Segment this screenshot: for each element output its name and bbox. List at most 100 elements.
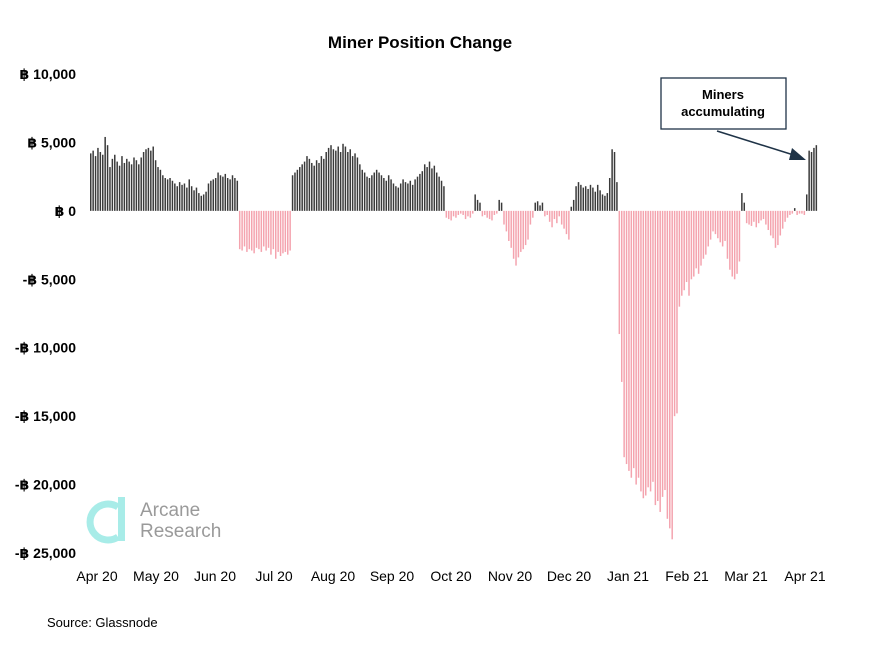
bar [327, 147, 330, 211]
bar [611, 149, 613, 211]
bar [741, 193, 743, 211]
bar [496, 210, 498, 214]
x-tick-label: Jan 21 [607, 568, 649, 584]
bar [133, 157, 135, 211]
bar [777, 210, 779, 246]
bar [294, 172, 296, 211]
bar [190, 186, 193, 211]
bar [721, 210, 724, 247]
bar [813, 147, 815, 211]
bar [481, 210, 484, 217]
bar [397, 187, 400, 211]
bar [659, 210, 661, 512]
bar [123, 162, 126, 211]
bar [255, 210, 258, 248]
bar [279, 210, 282, 257]
bar [174, 183, 176, 211]
bar [515, 210, 517, 266]
bar [387, 175, 390, 211]
bar [284, 210, 287, 252]
bar [488, 210, 491, 220]
bar [476, 199, 479, 211]
bar [234, 178, 236, 211]
bar [306, 156, 308, 211]
bar [395, 186, 397, 211]
bar [301, 164, 303, 211]
bar [669, 210, 671, 529]
bar [138, 164, 140, 211]
bar [791, 210, 794, 214]
bar [671, 210, 673, 540]
bar [368, 178, 371, 211]
bar [524, 210, 527, 246]
bar [563, 210, 565, 229]
bar [99, 152, 102, 211]
bar [491, 210, 493, 221]
bar [558, 210, 560, 217]
y-tick-label: -฿ 25,000 [15, 545, 76, 561]
bar [248, 210, 251, 250]
bar [673, 210, 676, 417]
bar [510, 210, 512, 248]
bar [762, 210, 765, 220]
bar [635, 210, 637, 485]
bar [527, 210, 529, 240]
bar [231, 175, 234, 211]
bar [414, 179, 416, 211]
logo-text-line1: Arcane [140, 500, 200, 521]
bar [628, 210, 630, 471]
bar [299, 167, 301, 211]
bar [296, 169, 299, 211]
bar [94, 156, 97, 211]
x-axis: Apr 20 May 20 Jun 20 Jul 20 Aug 20 Sep 20 Oct … [76, 568, 825, 584]
bar [186, 187, 188, 211]
bar [642, 210, 645, 499]
bar [164, 178, 166, 211]
bar [366, 176, 368, 211]
bar [745, 210, 748, 224]
bar [539, 205, 541, 211]
bar [351, 156, 354, 211]
bar [726, 210, 729, 259]
bar [157, 167, 159, 211]
bar [142, 152, 145, 211]
bar [517, 210, 520, 258]
y-tick-label: -฿ 10,000 [15, 340, 76, 356]
bar [647, 210, 649, 488]
bar [438, 176, 440, 211]
bar [697, 210, 700, 274]
bar [315, 160, 318, 211]
bar [570, 206, 573, 211]
logo-mark-icon [86, 500, 120, 544]
bar [356, 157, 359, 211]
bar [606, 193, 609, 211]
bar [724, 210, 726, 241]
x-tick-label: Dec 20 [547, 568, 592, 584]
bar [159, 169, 162, 211]
bar [798, 210, 801, 214]
bar [685, 210, 688, 283]
bar [755, 210, 758, 228]
bar [267, 210, 270, 248]
bar [608, 178, 611, 211]
bar [419, 173, 421, 211]
bar [171, 180, 174, 211]
bar [623, 210, 625, 458]
bar [508, 210, 510, 241]
bar [469, 210, 472, 218]
bar [601, 194, 604, 211]
bar [375, 169, 378, 211]
bar [335, 150, 337, 211]
bar [116, 161, 118, 211]
bar [688, 210, 690, 296]
chart-title: Miner Position Change [328, 33, 512, 52]
bar [373, 172, 375, 211]
source-note: Source: Glassnode [47, 615, 158, 630]
bar [551, 210, 553, 228]
bar [241, 210, 243, 251]
bar [645, 210, 647, 496]
x-tick-label: Jul 20 [255, 568, 293, 584]
bar [750, 210, 753, 226]
bar [522, 210, 524, 250]
logo-text-line2: Research [140, 521, 221, 542]
